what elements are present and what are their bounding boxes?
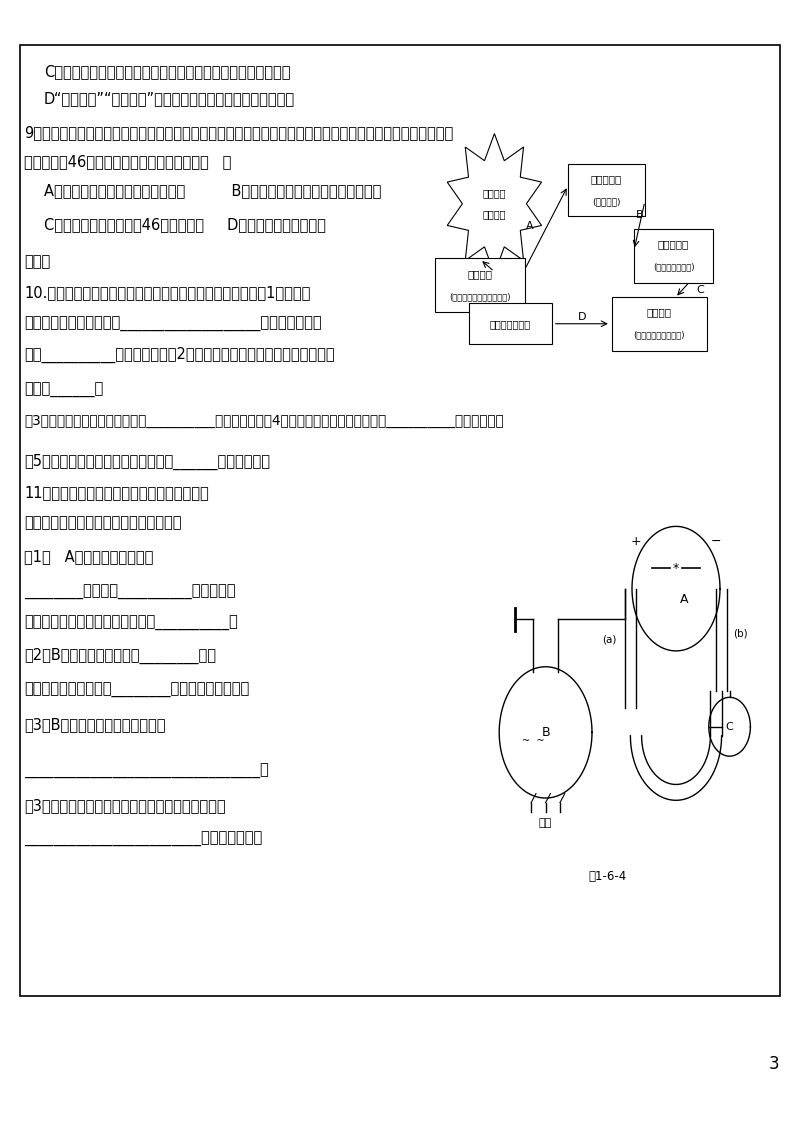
Text: (蛋白质、核酸等): (蛋白质、核酸等) <box>653 263 694 272</box>
Text: 原始生命: 原始生命 <box>646 308 672 317</box>
Text: 知陨石年龂46亿年，这项研究成果可以证实（   ）: 知陨石年龂46亿年，这项研究成果可以证实（ ） <box>24 154 231 169</box>
Text: (能生长、生殖、遗传): (能生长、生殖、遗传) <box>634 331 685 340</box>
Text: 9、我国学者对天外飞来的吉林陨石鱼中收集到的陨石分析，找到了氨基酸、核苷酸等多种小分子有机物，并测: 9、我国学者对天外飞来的吉林陨石鱼中收集到的陨石分析，找到了氨基酸、核苷酸等多种… <box>24 126 454 140</box>
Text: 11、下图是用以研究生命起源的化学进化过程: 11、下图是用以研究生命起源的化学进化过程 <box>24 486 209 500</box>
Text: 3: 3 <box>769 1055 780 1073</box>
Text: (氨基酸等): (氨基酸等) <box>592 197 621 206</box>
Text: −: − <box>710 534 722 548</box>
Text: 有机大分子: 有机大分子 <box>658 240 690 249</box>
Text: （3）此试验表明：在生命起源的化学进化过程中。: （3）此试验表明：在生命起源的化学进化过程中。 <box>24 798 226 813</box>
Text: *: * <box>673 561 679 575</box>
Text: B: B <box>542 726 550 739</box>
Text: 原始单细胞生物: 原始单细胞生物 <box>490 319 531 328</box>
Text: C: C <box>696 285 704 294</box>
FancyBboxPatch shape <box>634 229 714 283</box>
Text: 气的成分包括：水蜃气、___________________等。这些物质来: 气的成分包括：水蜃气、___________________等。这些物质来 <box>24 317 322 332</box>
Text: D“腥肉生蛆”“腥草化萤”是由地球上的物质在短时间内形成的: D“腥肉生蛆”“腥草化萤”是由地球上的物质在短时间内形成的 <box>44 92 295 106</box>
Text: 接通进行火化放电是模拟自然界的__________。: 接通进行火化放电是模拟自然界的__________。 <box>24 616 238 631</box>
Text: 原始大气: 原始大气 <box>467 269 493 278</box>
Text: 原始地球: 原始地球 <box>482 189 506 198</box>
Text: (水蜃气、氢、氨、甲烷等): (水蜃气、氢、氨、甲烷等) <box>450 292 510 301</box>
Text: D: D <box>578 312 586 321</box>
Text: (b): (b) <box>734 629 748 638</box>
Text: （2）B装置里的液体相当于________，试: （2）B装置里的液体相当于________，试 <box>24 649 216 664</box>
Text: （3）发生在原始大气中的过程是__________。（填字母）（4）发生在原始海洋中的过程是__________。（填字母）: （3）发生在原始大气中的过程是__________。（填字母）（4）发生在原始海… <box>24 414 504 428</box>
Text: 加热: 加热 <box>539 818 552 827</box>
Text: C有机小分子物质生成于46亿年前左右     D有机小分子物质在海洋: C有机小分子物质生成于46亿年前左右 D有机小分子物质在海洋 <box>44 217 326 232</box>
FancyBboxPatch shape <box>20 45 780 996</box>
Text: 图1-6-4: 图1-6-4 <box>589 869 627 883</box>
Text: 火山爆发: 火山爆发 <box>482 209 506 218</box>
Text: A: A <box>526 222 534 231</box>
Text: B: B <box>636 211 644 220</box>
Text: ________________________是完全可能的。: ________________________是完全可能的。 <box>24 832 262 847</box>
Text: C: C <box>726 722 734 731</box>
Text: +: + <box>630 534 642 548</box>
Text: 验后可检测到其中含有________等有机小分子物质。: 验后可检测到其中含有________等有机小分子物质。 <box>24 684 250 698</box>
Text: ________，相当于__________。正负电极: ________，相当于__________。正负电极 <box>24 585 235 600</box>
Text: ~  ~: ~ ~ <box>522 737 545 746</box>
Text: 有机小分子: 有机小分子 <box>590 174 622 183</box>
Text: （5）最复杂、最有决定意义的阶段是______。（填字母）: （5）最复杂、最有决定意义的阶段是______。（填字母） <box>24 454 270 470</box>
FancyBboxPatch shape <box>435 258 525 312</box>
Text: 条件是______。: 条件是______。 <box>24 384 103 398</box>
Text: C原始海洋中的有机小分子物质经过漫长的岁月逐渐演变而来的: C原始海洋中的有机小分子物质经过漫长的岁月逐渐演变而来的 <box>44 65 290 79</box>
Polygon shape <box>447 134 542 274</box>
Text: (a): (a) <box>602 635 617 644</box>
Text: （1）   A装置里的气体主要有: （1） A装置里的气体主要有 <box>24 549 154 564</box>
Text: 10.右图是生命起源的过程示意图，请回答下列有关问题：（1）原始大: 10.右图是生命起源的过程示意图，请回答下列有关问题：（1）原始大 <box>24 285 310 300</box>
Text: 的一个模拟实验装置，请回答下列问题：: 的一个模拟实验装置，请回答下列问题： <box>24 515 182 530</box>
Text: ________________________________。: ________________________________。 <box>24 764 269 779</box>
FancyBboxPatch shape <box>469 303 552 344</box>
FancyBboxPatch shape <box>568 164 645 216</box>
Text: A原始生命可能来自于宇宙其他星球          B原始地球上能够生成有机小分子物质: A原始生命可能来自于宇宙其他星球 B原始地球上能够生成有机小分子物质 <box>44 183 382 198</box>
Text: A: A <box>680 593 688 607</box>
Text: （3）B装置产生的水蜃气的作用是: （3）B装置产生的水蜃气的作用是 <box>24 718 166 732</box>
FancyBboxPatch shape <box>611 297 707 351</box>
Text: 源于__________产生的气体。（2）在生命起源的第一步中所利用的自然: 源于__________产生的气体。（2）在生命起源的第一步中所利用的自然 <box>24 348 334 363</box>
Text: 里生成: 里生成 <box>24 255 50 269</box>
